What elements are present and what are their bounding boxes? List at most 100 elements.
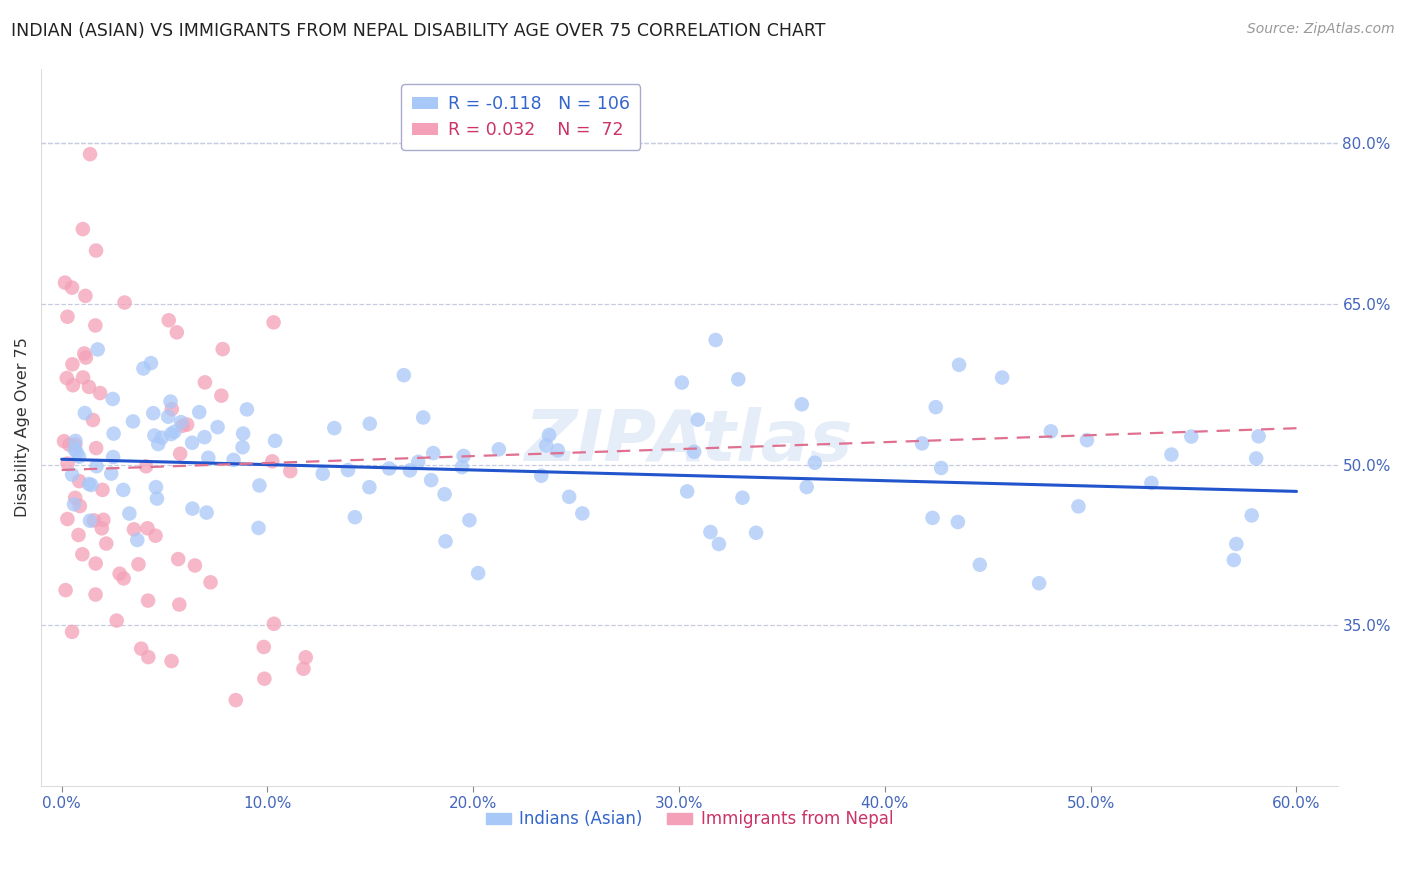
Point: [127, 533, 149, 547]
Point: [921, 511, 943, 525]
Point: [159, 394, 181, 409]
Point: [84, 318, 107, 333]
Point: [207, 420, 229, 434]
Point: [671, 376, 693, 390]
Point: [292, 662, 315, 676]
Point: [699, 524, 721, 539]
Point: [262, 454, 284, 468]
Point: [1160, 448, 1182, 462]
Point: [136, 593, 159, 607]
Point: [253, 672, 276, 686]
Point: [145, 480, 167, 494]
Text: ZIPAtlas: ZIPAtlas: [524, 407, 853, 476]
Point: [790, 397, 813, 411]
Point: [323, 421, 346, 435]
Y-axis label: Disability Age Over 75: Disability Age Over 75: [15, 337, 30, 517]
Point: [1076, 433, 1098, 447]
Point: [67, 528, 90, 542]
Point: [232, 440, 254, 454]
Point: [136, 650, 159, 665]
Point: [294, 650, 316, 665]
Point: [803, 456, 825, 470]
Point: [558, 490, 581, 504]
Point: [63, 442, 86, 457]
Point: [172, 418, 194, 433]
Point: [911, 436, 934, 450]
Point: [683, 444, 706, 458]
Point: [312, 467, 335, 481]
Point: [79, 514, 101, 528]
Point: [86, 459, 108, 474]
Point: [458, 513, 481, 527]
Point: [148, 437, 170, 451]
Text: INDIAN (ASIAN) VS IMMIGRANTS FROM NEPAL DISABILITY AGE OVER 75 CORRELATION CHART: INDIAN (ASIAN) VS IMMIGRANTS FROM NEPAL …: [11, 22, 825, 40]
Point: [65, 437, 87, 451]
Point: [112, 571, 135, 585]
Point: [925, 400, 948, 414]
Point: [157, 409, 180, 424]
Point: [1140, 475, 1163, 490]
Point: [135, 459, 157, 474]
Point: [197, 450, 219, 465]
Point: [420, 473, 443, 487]
Legend: Indians (Asian), Immigrants from Nepal: Indians (Asian), Immigrants from Nepal: [479, 804, 900, 835]
Point: [77, 477, 100, 491]
Point: [105, 614, 128, 628]
Point: [84, 244, 107, 258]
Point: [86, 343, 108, 357]
Point: [188, 405, 211, 419]
Point: [103, 426, 125, 441]
Point: [90, 521, 112, 535]
Point: [96, 536, 118, 550]
Point: [89, 386, 111, 401]
Point: [200, 575, 222, 590]
Point: [433, 487, 456, 501]
Point: [278, 464, 301, 478]
Point: [122, 414, 145, 428]
Point: [263, 616, 285, 631]
Point: [399, 463, 422, 477]
Point: [1039, 425, 1062, 439]
Point: [62, 378, 84, 392]
Point: [422, 446, 444, 460]
Point: [139, 356, 162, 370]
Point: [60, 624, 83, 639]
Point: [83, 513, 105, 527]
Point: [129, 641, 152, 656]
Point: [157, 313, 180, 327]
Point: [53, 434, 76, 449]
Point: [195, 506, 218, 520]
Point: [745, 525, 768, 540]
Point: [263, 315, 285, 329]
Point: [114, 295, 136, 310]
Point: [232, 426, 254, 441]
Point: [1225, 537, 1247, 551]
Point: [796, 480, 818, 494]
Point: [686, 413, 709, 427]
Point: [169, 447, 191, 461]
Point: [53, 276, 76, 290]
Text: Source: ZipAtlas.com: Source: ZipAtlas.com: [1247, 22, 1395, 37]
Point: [727, 372, 749, 386]
Point: [56, 512, 79, 526]
Point: [378, 461, 401, 475]
Point: [72, 222, 94, 236]
Point: [225, 693, 247, 707]
Point: [166, 326, 188, 340]
Point: [63, 491, 86, 505]
Point: [571, 507, 593, 521]
Point: [101, 450, 124, 464]
Point: [222, 453, 245, 467]
Point: [451, 460, 474, 475]
Point: [84, 557, 107, 571]
Point: [194, 376, 217, 390]
Point: [75, 351, 97, 365]
Point: [193, 430, 215, 444]
Point: [142, 406, 165, 420]
Point: [948, 358, 970, 372]
Point: [530, 468, 553, 483]
Point: [100, 467, 122, 481]
Point: [132, 361, 155, 376]
Point: [55, 371, 77, 385]
Point: [108, 566, 131, 581]
